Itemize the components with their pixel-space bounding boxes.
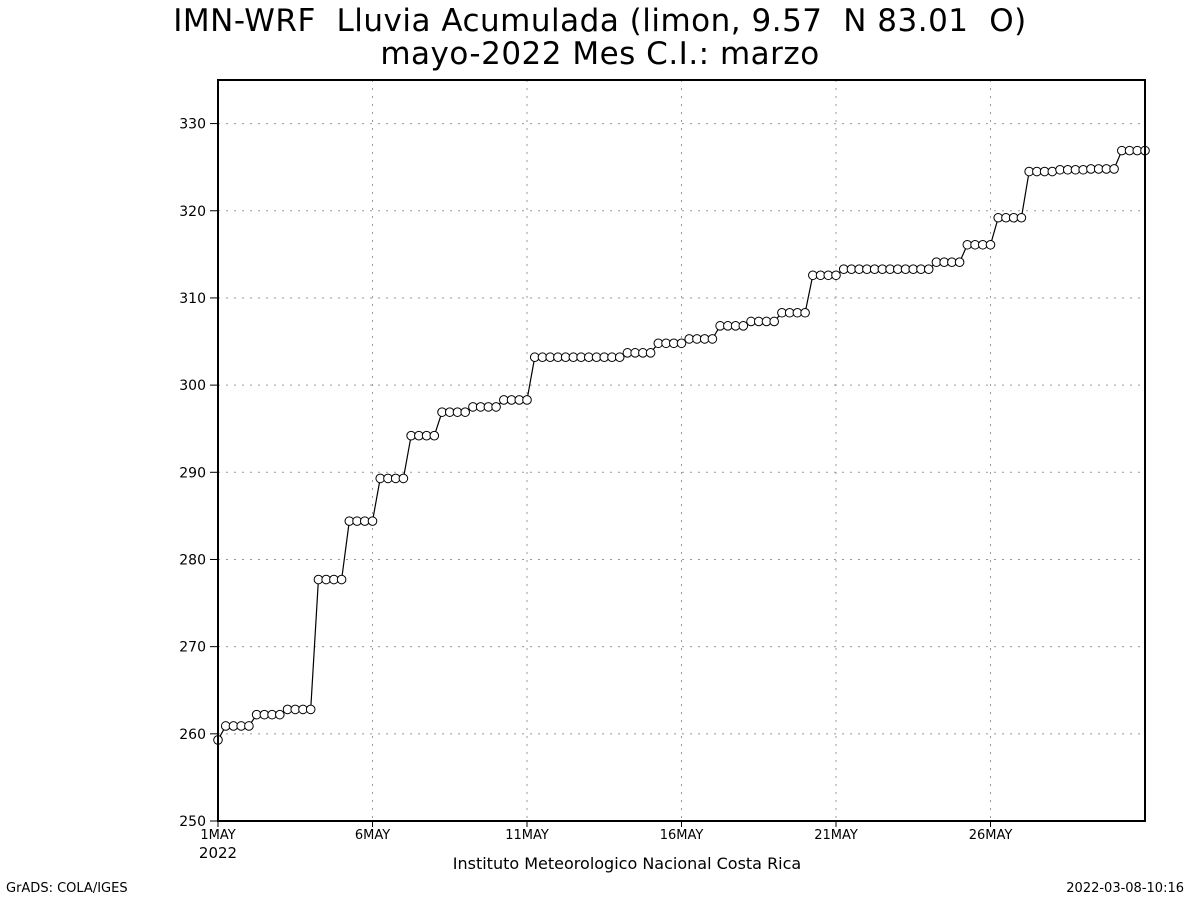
data-point: [1047, 166, 1058, 177]
x-tick-sublabel: 2022: [199, 844, 237, 862]
data-point: [275, 709, 285, 720]
y-tick-label: 300: [179, 378, 206, 394]
data-point: [1016, 212, 1027, 223]
data-point: [676, 338, 687, 349]
data-point: [1109, 164, 1119, 174]
x-axis-label: Instituto Meteorologico Nacional Costa R…: [453, 854, 801, 873]
data-point: [645, 348, 656, 358]
data-point: [831, 270, 841, 281]
credit-right: 2022-03-08-10:16: [1066, 881, 1184, 896]
x-tick-label: 6MAY: [355, 828, 390, 843]
y-tick-label: 280: [179, 552, 206, 568]
series-line: [217, 150, 1145, 741]
y-tick-label: 320: [179, 204, 206, 220]
data-point: [336, 574, 347, 585]
data-point: [985, 239, 996, 250]
data-point: [923, 264, 934, 274]
data-point: [769, 316, 780, 327]
chart-subtitle: mayo-2022 Mes C.I.: marzo: [380, 36, 820, 72]
x-tick-label: 1MAY: [200, 828, 235, 843]
data-point: [244, 721, 254, 731]
data-point: [954, 257, 965, 267]
y-tick-label: 290: [179, 465, 206, 481]
data-point: [522, 395, 532, 405]
x-tick-label: 11MAY: [505, 828, 549, 843]
x-tick-label: 21MAY: [814, 828, 858, 843]
y-tick-label: 250: [179, 814, 206, 830]
data-point: [738, 321, 749, 331]
data-point: [491, 402, 501, 412]
credit-left: GrADS: COLA/IGES: [6, 881, 128, 896]
data-point: [429, 430, 440, 441]
data-point: [305, 704, 316, 715]
data-point: [707, 334, 718, 344]
x-tick-label: 26MAY: [969, 828, 1013, 843]
data-point: [367, 516, 378, 526]
chart-title: IMN-WRF Lluvia Acumulada (limon, 9.57 N …: [173, 3, 1027, 39]
x-tick-label: 16MAY: [660, 828, 704, 843]
y-tick-label: 310: [179, 291, 206, 307]
plot-frame: [217, 79, 1146, 822]
y-axis: 250 260 270 280 290 300 310 320 330: [179, 117, 218, 830]
data-point: [460, 407, 471, 417]
y-tick-label: 260: [179, 727, 206, 743]
data-point: [800, 307, 810, 318]
data-point: [398, 473, 409, 484]
y-tick-label: 270: [179, 640, 206, 656]
data-point: [614, 352, 625, 363]
grid-lines: [218, 80, 1145, 821]
y-tick-label: 330: [179, 117, 206, 133]
series-group: [213, 145, 1150, 745]
